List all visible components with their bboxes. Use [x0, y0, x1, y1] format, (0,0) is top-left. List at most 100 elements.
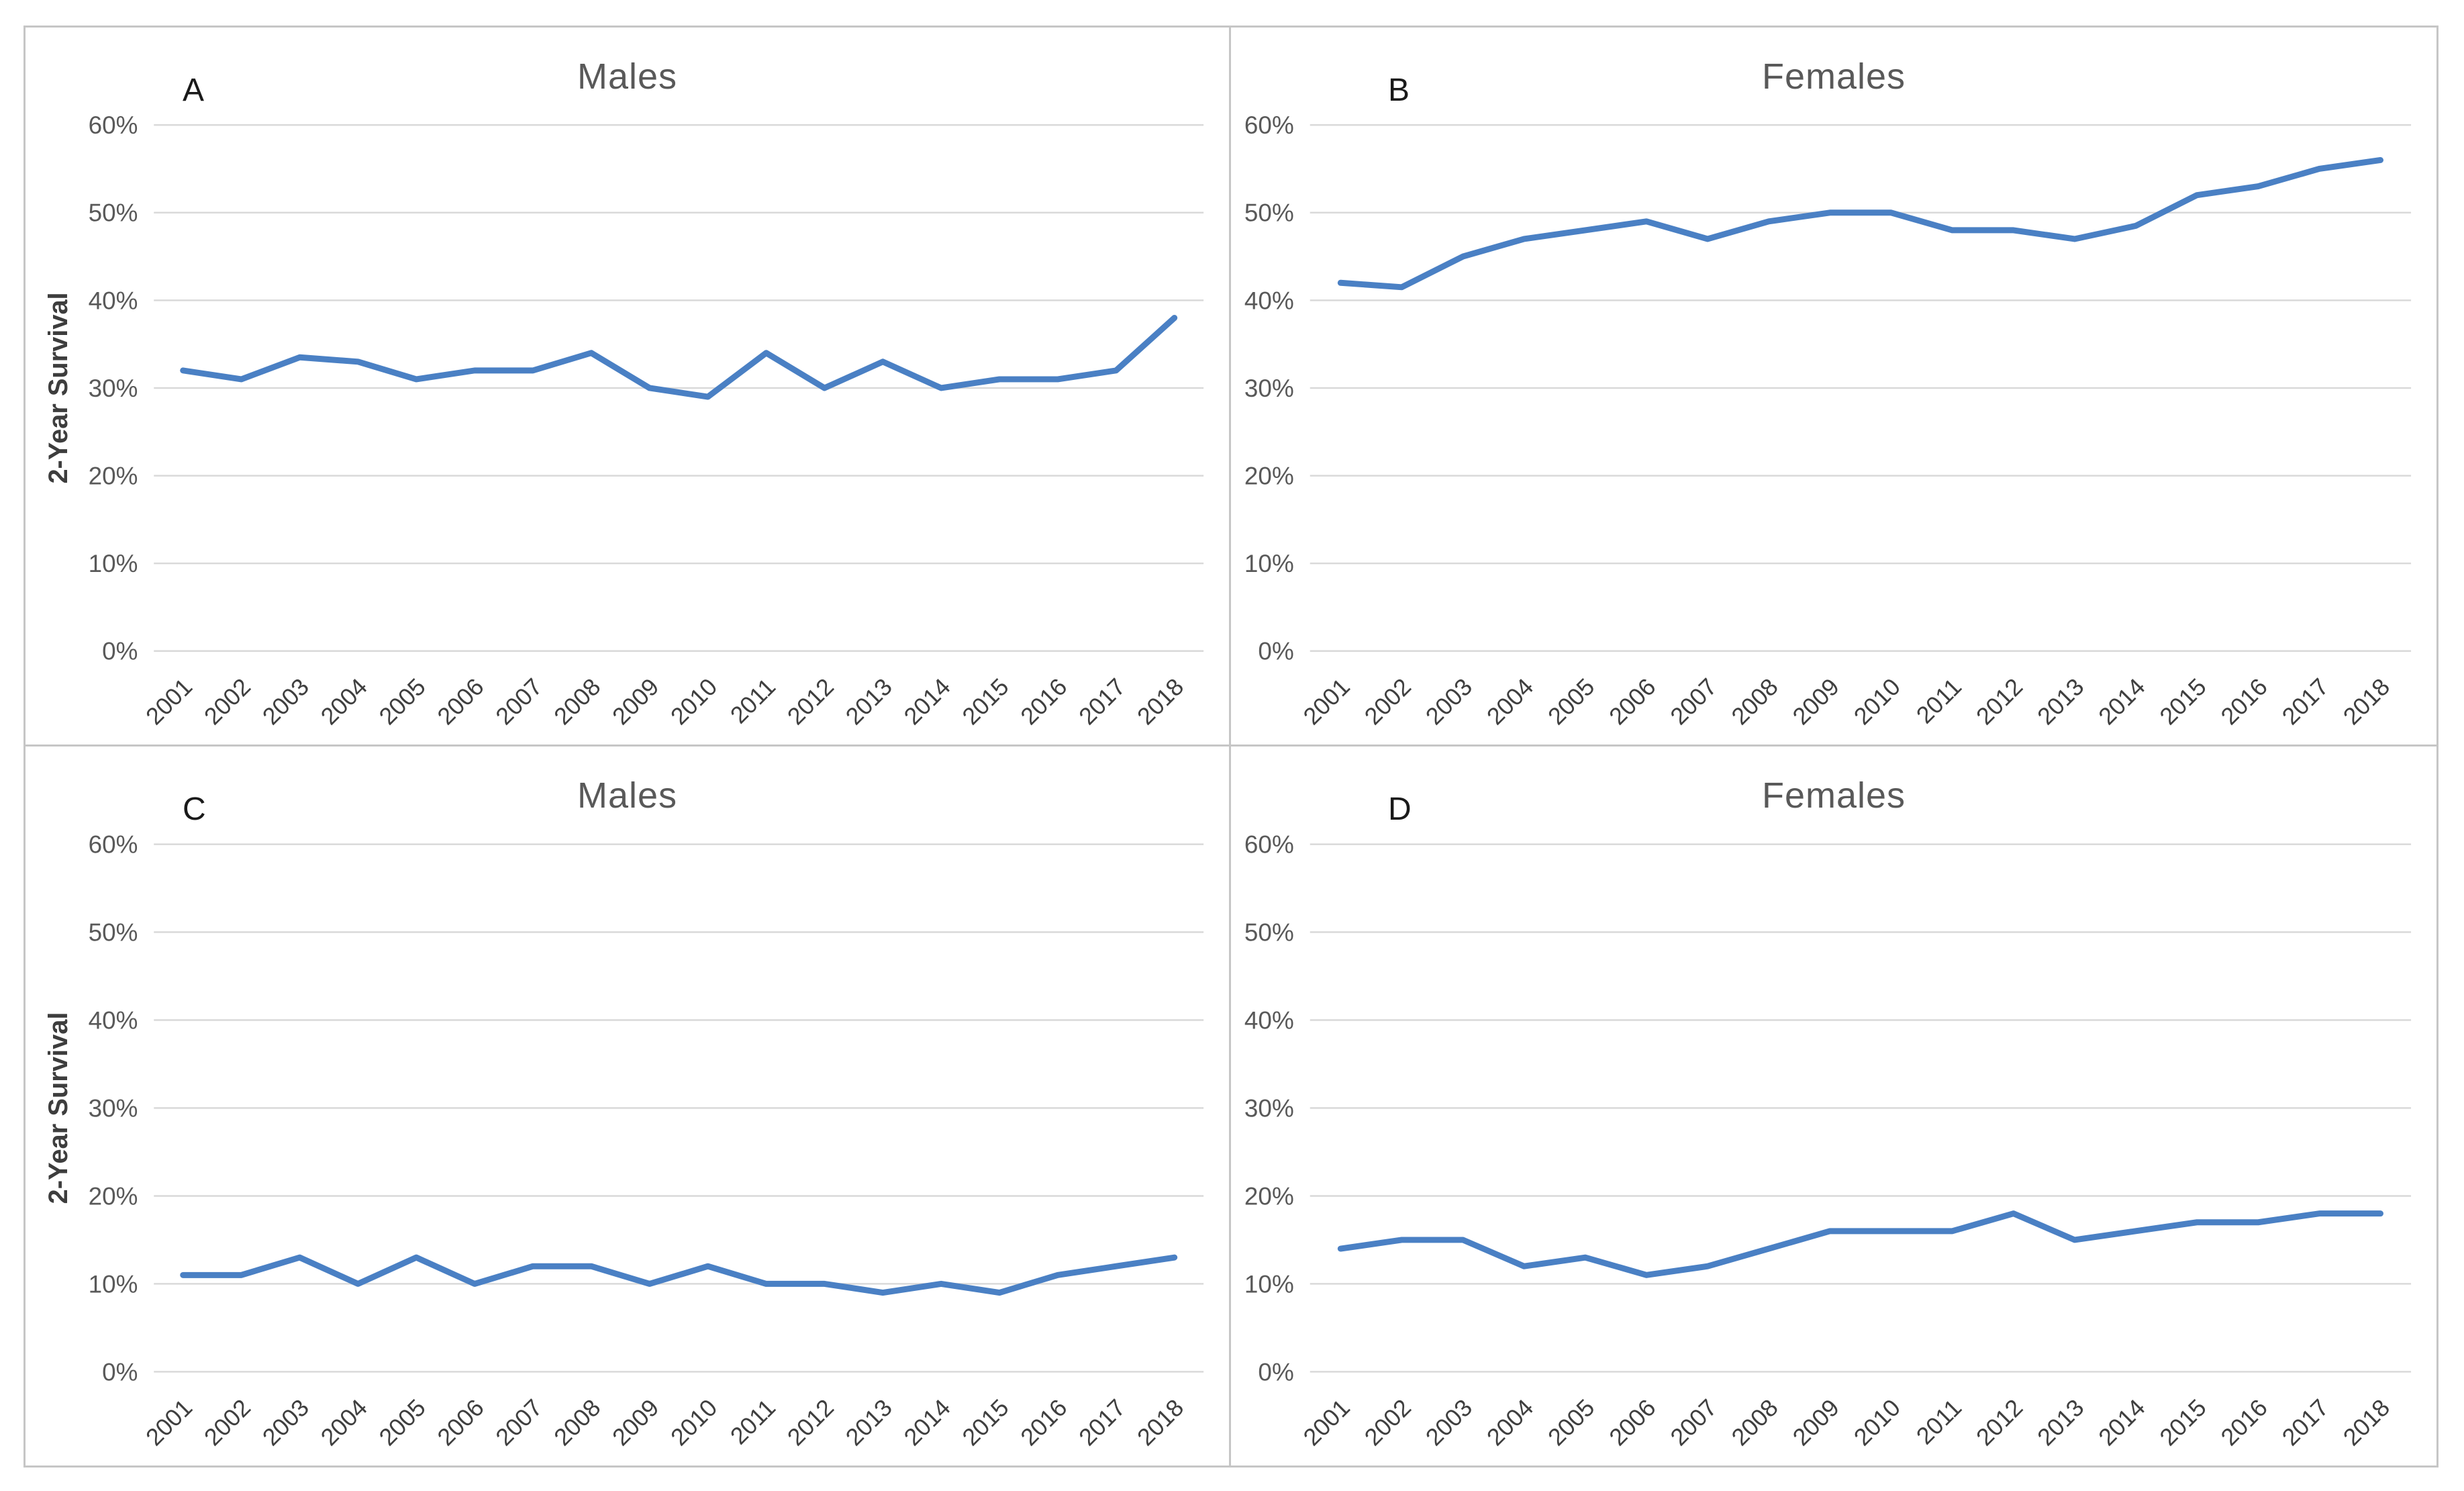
chart-c: 2-Year Survival 0% 10% 20% 30% 40% 50% 60% 2001… [44, 830, 1204, 1451]
panel-title-d: Females [1761, 775, 1906, 816]
x-tick-label: 2016 [2216, 673, 2273, 730]
y-tick-label: 0% [102, 638, 138, 665]
panel-letter-b: B [1388, 73, 1410, 108]
x-tick-label: 2010 [666, 673, 723, 730]
y-tick-label: 50% [89, 918, 138, 946]
x-tick-label: 2008 [1726, 673, 1783, 730]
x-tick-label: 2017 [1074, 1394, 1131, 1451]
y-tick-label: 10% [1244, 550, 1294, 577]
y-tick-label: 30% [1244, 375, 1294, 402]
x-tick-label: 2011 [725, 673, 781, 729]
x-tick-label: 2015 [957, 1394, 1014, 1451]
y-tick-label: 50% [1244, 918, 1294, 946]
panel-c-males: C Males 2-Year Survival 0% 10% 20% 30% 40% 50… [26, 747, 1231, 1465]
x-tick-label: 2004 [315, 1394, 373, 1451]
x-tick-label: 2014 [2093, 1394, 2151, 1451]
panel-letter-d: D [1388, 791, 1412, 827]
y-tick-label: 30% [89, 375, 138, 402]
panel-b-females: B Females 0% 10% 20% 30% 40% 50% 60% 2001 2002 20… [1231, 28, 2436, 747]
y-tick-label: 10% [1244, 1270, 1294, 1298]
y-tick-label: 20% [1244, 1182, 1294, 1210]
y-tick-label: 30% [1244, 1094, 1294, 1122]
x-tick-label: 2008 [549, 673, 606, 730]
y-tick-label: 10% [89, 550, 138, 577]
chart-b: 0% 10% 20% 30% 40% 50% 60% 2001 2002 2003 2004 2005… [1244, 111, 2412, 730]
x-tick-label: 2013 [840, 1394, 897, 1451]
four-panel-survival-figure: A Males 2-Year Survival 0% 10% 20% 30% 40% 50… [23, 26, 2438, 1468]
x-tick-label: 2018 [2338, 673, 2395, 730]
x-tick-label: 2001 [141, 673, 198, 730]
x-tick-label: 2016 [2216, 1394, 2273, 1451]
y-tick-label: 20% [1244, 463, 1294, 490]
chart-d: 0% 10% 20% 30% 40% 50% 60% 2001 2002 2003 2004 2005… [1244, 831, 2412, 1451]
x-tick-label: 2018 [1132, 1394, 1189, 1451]
x-tick-label: 2009 [1787, 1394, 1844, 1451]
x-tick-label: 2007 [1665, 1394, 1722, 1451]
x-tick-label: 2004 [1482, 673, 1539, 730]
x-tick-label: 2017 [2277, 673, 2334, 730]
x-tick-label: 2013 [2032, 1394, 2089, 1451]
x-tick-label: 2014 [899, 673, 956, 730]
x-tick-label: 2016 [1016, 1394, 1073, 1451]
y-tick-label: 0% [1258, 1358, 1293, 1386]
x-tick-label: 2002 [1359, 1394, 1416, 1451]
panel-title-a: Males [577, 56, 678, 97]
x-tick-label: 2007 [491, 673, 548, 730]
y-tick-label: 30% [89, 1094, 138, 1122]
x-tick-label: 2011 [725, 1394, 781, 1450]
x-tick-label: 2006 [1604, 673, 1661, 730]
survival-series-line [180, 315, 1178, 400]
x-tick-label: 2014 [2093, 673, 2151, 730]
x-tick-label: 2010 [1849, 673, 1906, 730]
y-tick-label: 60% [1244, 111, 1294, 139]
x-tick-label: 2015 [957, 673, 1014, 730]
x-tick-label: 2005 [374, 1394, 431, 1451]
x-tick-label: 2008 [549, 1394, 606, 1451]
x-tick-label: 2015 [2155, 1394, 2212, 1451]
x-tick-label: 2007 [491, 1394, 548, 1451]
x-tick-label: 2017 [2277, 1394, 2334, 1451]
x-tick-label: 2010 [666, 1394, 723, 1451]
x-tick-label: 2014 [899, 1394, 956, 1451]
y-axis-label-a: 2-Year Survival [44, 292, 73, 483]
x-tick-label: 2007 [1665, 673, 1722, 730]
x-tick-label: 2003 [257, 1394, 314, 1451]
x-tick-label: 2012 [1971, 1394, 2028, 1451]
x-tick-label: 2001 [1298, 673, 1355, 730]
survival-series-line [1337, 1210, 2384, 1278]
y-tick-label: 40% [1244, 287, 1294, 314]
x-tick-label: 2011 [1911, 673, 1967, 729]
x-tick-label: 2005 [1543, 1394, 1600, 1451]
y-tick-label: 40% [89, 1006, 138, 1034]
x-tick-label: 2015 [2155, 673, 2212, 730]
x-tick-label: 2009 [607, 673, 664, 730]
x-tick-label: 2013 [840, 673, 897, 730]
y-tick-label: 40% [1244, 1006, 1294, 1034]
x-tick-label: 2005 [374, 673, 431, 730]
panel-grid: A Males 2-Year Survival 0% 10% 20% 30% 40% 50… [26, 28, 2436, 1465]
x-tick-label: 2013 [2032, 673, 2089, 730]
x-tick-label: 2002 [199, 673, 256, 730]
x-tick-label: 2002 [1359, 673, 1416, 730]
x-tick-label: 2008 [1726, 1394, 1783, 1451]
x-tick-label: 2001 [1298, 1394, 1355, 1451]
x-tick-label: 2005 [1543, 673, 1600, 730]
x-tick-label: 2002 [199, 1394, 256, 1451]
x-tick-label: 2009 [607, 1394, 664, 1451]
y-tick-label: 20% [89, 462, 138, 489]
x-tick-label: 2003 [1420, 1394, 1477, 1451]
x-tick-label: 2004 [315, 673, 373, 730]
x-tick-label: 2009 [1787, 673, 1844, 730]
x-tick-label: 2006 [1604, 1394, 1661, 1451]
survival-series-line [1337, 156, 2384, 291]
y-axis-label-c: 2-Year Survival [44, 1012, 73, 1204]
x-tick-label: 2006 [432, 673, 489, 730]
x-tick-label: 2003 [1420, 673, 1477, 730]
x-tick-label: 2001 [141, 1394, 198, 1451]
x-tick-label: 2004 [1482, 1394, 1539, 1451]
y-tick-label: 60% [89, 830, 138, 858]
x-tick-label: 2012 [782, 1394, 839, 1451]
y-tick-label: 40% [89, 287, 138, 314]
chart-a: 2-Year Survival 0% 10% 20% 30% 40% 50% 60% 2001… [44, 111, 1204, 730]
panel-letter-a: A [183, 73, 205, 108]
